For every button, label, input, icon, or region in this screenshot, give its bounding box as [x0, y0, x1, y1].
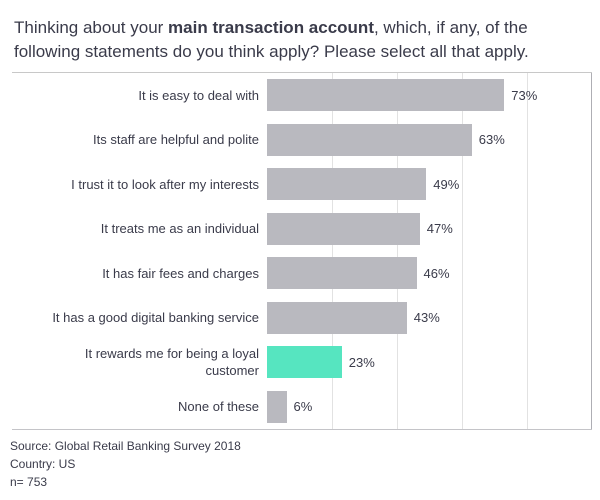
bar-zone: 46% — [267, 251, 592, 296]
bar — [267, 390, 287, 423]
value-label: 63% — [478, 132, 505, 148]
bar-zone: 23% — [267, 340, 592, 385]
bar-highlighted — [267, 346, 342, 379]
gridline-60pct — [462, 73, 463, 429]
sample-size-note: n= 753 — [10, 475, 48, 489]
bar — [267, 301, 407, 334]
bar-zone: 43% — [267, 296, 592, 341]
bar-row: Its staff are helpful and polite 63% — [12, 118, 592, 163]
category-label: It has a good digital banking service — [52, 310, 259, 326]
bar-zone: 49% — [267, 162, 592, 207]
bar-rows: It is easy to deal with 73% Its staff ar… — [12, 73, 592, 429]
bar-row-highlighted: It rewards me for being a loyal customer… — [12, 340, 592, 385]
title-text: Thinking about your — [14, 18, 169, 37]
value-label: 6% — [293, 399, 313, 415]
category-label: It has fair fees and charges — [102, 265, 259, 281]
gridline-40pct — [397, 73, 398, 429]
bar-row: None of these 6% — [12, 385, 592, 430]
bar — [267, 168, 427, 201]
gridlines — [267, 73, 592, 429]
category-label: Its staff are helpful and polite — [93, 132, 259, 148]
bar — [267, 257, 417, 290]
gridline-20pct — [332, 73, 333, 429]
bar-chart: It is easy to deal with 73% Its staff ar… — [12, 72, 592, 430]
footer-notes: Source: Global Retail Banking Survey 201… — [10, 437, 241, 491]
category-label: It treats me as an individual — [100, 221, 259, 237]
bar — [267, 123, 472, 156]
category-label: None of these — [178, 399, 259, 415]
title-line2: following statements do you think apply?… — [14, 42, 529, 61]
gridline-100pct — [591, 73, 592, 429]
title-bold-text: main transaction account — [168, 18, 374, 37]
category-label: I trust it to look after my interests — [71, 176, 259, 192]
bar-row: It is easy to deal with 73% — [12, 73, 592, 118]
bar-row: I trust it to look after my interests 49… — [12, 162, 592, 207]
title-text-suffix: , which, if any, of the — [373, 18, 528, 37]
category-label: It is easy to deal with — [138, 87, 259, 103]
bar-zone: 63% — [267, 118, 592, 163]
gridline-80pct — [527, 73, 528, 429]
value-label: 49% — [433, 176, 460, 192]
category-label: It rewards me for being a loyal customer — [84, 346, 259, 379]
bar-row: It has a good digital banking service 43… — [12, 296, 592, 341]
bar-zone: 6% — [267, 385, 592, 430]
bar-row: It has fair fees and charges 46% — [12, 251, 592, 296]
bar-zone: 47% — [267, 207, 592, 252]
bar — [267, 79, 505, 112]
bar-zone: 73% — [267, 73, 592, 118]
value-label: 47% — [426, 221, 453, 237]
value-label: 23% — [348, 354, 375, 370]
country-note: Country: US — [10, 457, 76, 471]
source-note: Source: Global Retail Banking Survey 201… — [10, 439, 241, 453]
bar — [267, 212, 420, 245]
value-label: 73% — [511, 87, 538, 103]
value-label: 43% — [413, 310, 440, 326]
value-label: 46% — [423, 265, 450, 281]
page-title: Thinking about your main transaction acc… — [14, 16, 592, 64]
bar-row: It treats me as an individual 47% — [12, 207, 592, 252]
